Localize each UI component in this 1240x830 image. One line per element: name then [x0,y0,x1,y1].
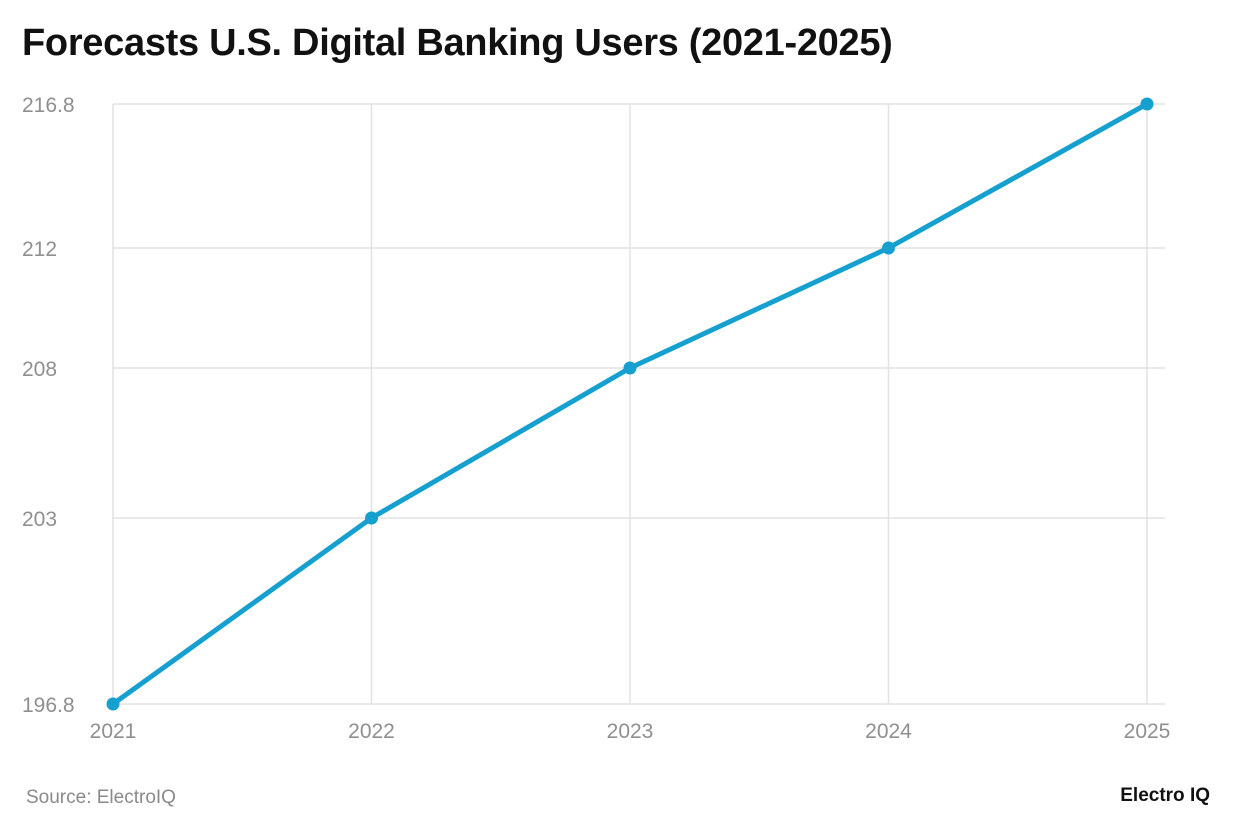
y-tick-label: 203 [22,508,57,531]
data-point [623,361,637,375]
x-tick-label: 2024 [865,720,912,743]
source-note: Source: ElectroIQ [26,787,176,808]
y-tick-label: 212 [22,238,57,261]
x-tick-label: 2021 [90,720,137,743]
data-point [365,511,378,525]
data-point [882,241,895,255]
y-tick-label: 208 [22,358,57,381]
x-tick-label: 2025 [1124,720,1171,743]
y-tick-label: 196.8 [22,694,75,717]
electroiq-logo: Electro IQ [1120,785,1210,806]
data-point [106,697,120,711]
chart-title: Forecasts U.S. Digital Banking Users (20… [22,22,893,64]
x-tick-label: 2022 [348,720,395,743]
data-point [1140,97,1154,111]
y-tick-label: 216.8 [22,94,75,117]
x-tick-label: 2023 [607,720,654,743]
